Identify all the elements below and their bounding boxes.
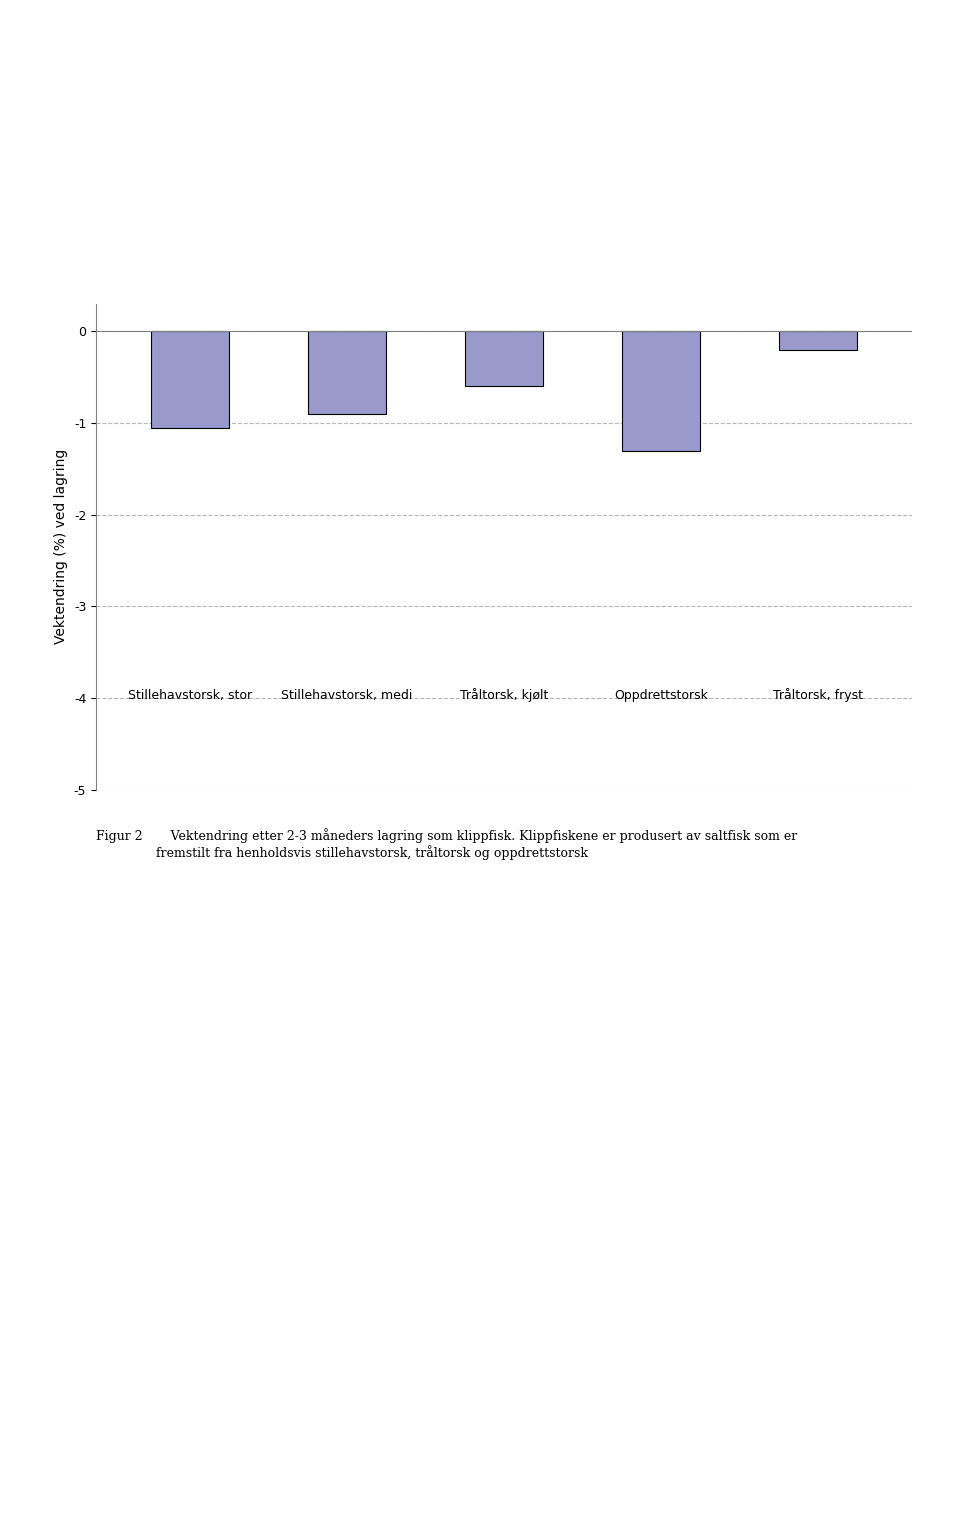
Text: Tråltorsk, fryst: Tråltorsk, fryst: [773, 688, 863, 702]
Bar: [622, 331, 700, 451]
Text: Oppdrettstorsk: Oppdrettstorsk: [614, 690, 708, 702]
Bar: [465, 331, 543, 386]
Bar: [308, 331, 386, 413]
Text: Stillehavstorsk, medi: Stillehavstorsk, medi: [281, 690, 413, 702]
Text: Figur 2       Vektendring etter 2-3 måneders lagring som klippfisk. Klippfiskene: Figur 2 Vektendring etter 2-3 måneders l…: [96, 828, 797, 860]
Text: Tråltorsk, kjølt: Tråltorsk, kjølt: [460, 688, 548, 702]
Y-axis label: Vektendring (%) ved lagring: Vektendring (%) ved lagring: [54, 450, 68, 644]
Bar: [151, 331, 229, 428]
Bar: [779, 331, 857, 349]
Text: Stillehavstorsk, stor: Stillehavstorsk, stor: [128, 690, 252, 702]
